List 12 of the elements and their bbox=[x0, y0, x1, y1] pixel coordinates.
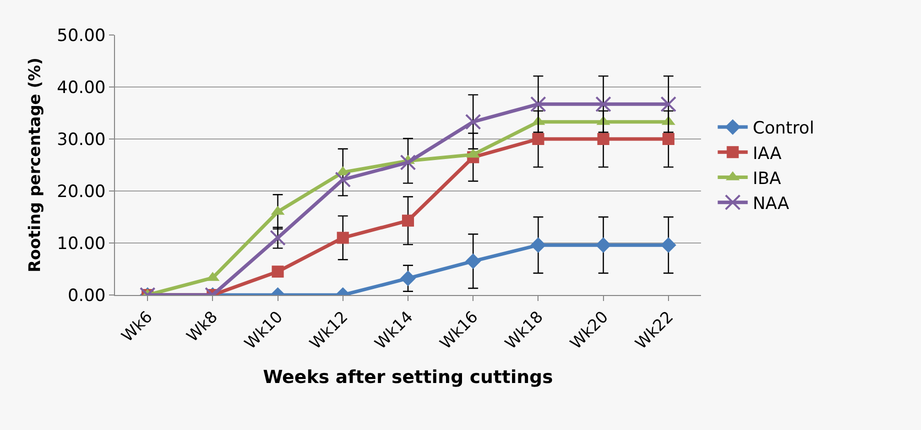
y-tick-label: 0.00 bbox=[68, 286, 106, 306]
y-tick-label: 10.00 bbox=[56, 234, 106, 254]
y-tick-label: 50.00 bbox=[56, 26, 106, 46]
legend-label: IAA bbox=[752, 144, 782, 164]
legend-label: IBA bbox=[752, 168, 782, 189]
x-axis-title: Weeks after setting cuttings bbox=[262, 366, 554, 388]
y-tick-label: 30.00 bbox=[56, 130, 106, 150]
y-tick-label: 20.00 bbox=[56, 182, 106, 202]
y-axis-title: Rooting percentage (%) bbox=[24, 58, 44, 272]
y-tick-label: 40.00 bbox=[56, 78, 106, 98]
legend-label: Control bbox=[752, 118, 814, 139]
legend-label: NAA bbox=[752, 194, 790, 214]
